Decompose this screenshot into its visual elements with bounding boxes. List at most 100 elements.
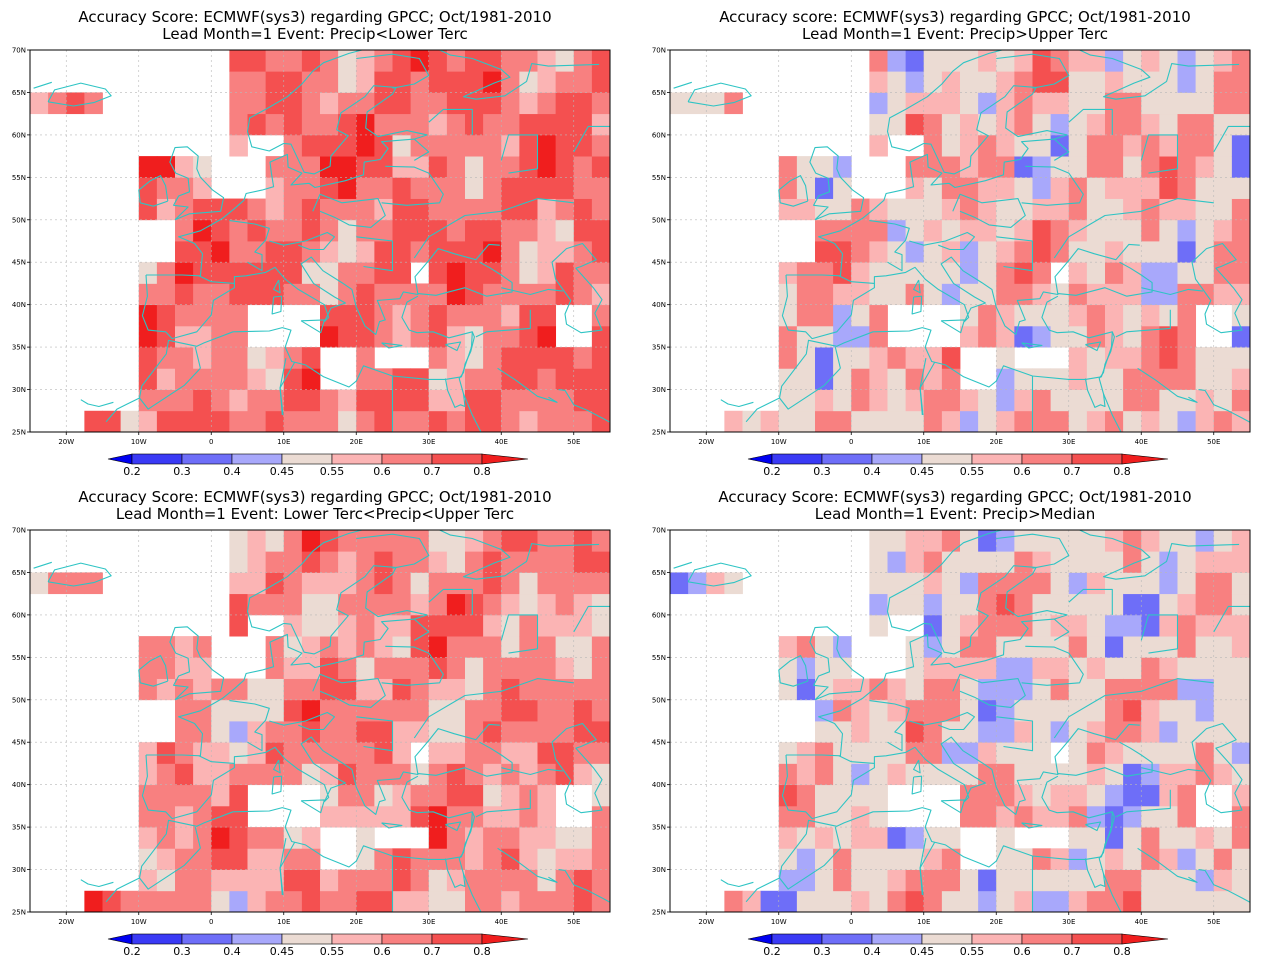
map-frame [669, 49, 1251, 433]
longitude-label: 50E [1207, 918, 1220, 926]
colorbar-label: 0.3 [813, 945, 831, 958]
colorbar-label: 0.8 [1113, 945, 1131, 958]
latitude-label: 70N [12, 527, 26, 535]
longitude-label: 20W [698, 438, 714, 446]
latitude-label: 65N [12, 569, 26, 577]
longitude-label: 40E [495, 918, 508, 926]
event-subtitle: Lead Month=1 Event: Lower Terc<Precip<Up… [116, 505, 514, 523]
map-frame [29, 49, 611, 433]
graticule [670, 50, 1250, 432]
colorbar-label: 0.45 [910, 945, 935, 958]
latitude-label: 60N [652, 611, 666, 619]
longitude-label: 30E [422, 438, 435, 446]
map-figure: Accuracy score: ECMWF(sys3) regarding GP… [652, 8, 1251, 478]
colorbar: 0.2 0.3 0.4 0.45 0.55 0.6 0.7 0.8 [107, 933, 529, 958]
colorbar: 0.2 0.3 0.4 0.45 0.55 0.6 0.7 0.8 [107, 453, 529, 478]
map-figure: Accuracy Score: ECMWF(sys3) regarding GP… [652, 488, 1251, 958]
colorbar-label: 0.8 [1113, 465, 1131, 478]
latitude-label: 55N [652, 654, 666, 662]
map-panel-upper-tercile: Accuracy score: ECMWF(sys3) regarding GP… [640, 0, 1280, 480]
latitude-label: 65N [652, 569, 666, 577]
colorbar-label: 0.3 [173, 945, 191, 958]
longitude-label: 20W [698, 918, 714, 926]
map-title: Accuracy score: ECMWF(sys3) regarding GP… [719, 8, 1191, 26]
coastlines [33, 50, 610, 432]
colorbar-label: 0.6 [373, 945, 391, 958]
colorbar-label: 0.6 [373, 465, 391, 478]
latitude-label: 45N [12, 739, 26, 747]
longitude-label: 30E [422, 918, 435, 926]
longitude-label: 10W [131, 918, 147, 926]
map-panel-middle-tercile: Accuracy Score: ECMWF(sys3) regarding GP… [0, 480, 640, 960]
latitude-label: 30N [652, 386, 666, 394]
colorbar-label: 0.7 [423, 465, 441, 478]
colorbar-label: 0.4 [863, 465, 881, 478]
latitude-label: 45N [12, 259, 26, 267]
map-title: Accuracy Score: ECMWF(sys3) regarding GP… [718, 488, 1191, 506]
latitude-label: 30N [12, 866, 26, 874]
colorbar-label: 0.2 [763, 465, 781, 478]
colorbar-label: 0.55 [320, 945, 345, 958]
longitude-label: 0 [849, 438, 853, 446]
longitude-label: 50E [1207, 438, 1220, 446]
longitude-label: 0 [209, 918, 213, 926]
latitude-label: 60N [12, 611, 26, 619]
longitude-label: 10E [917, 918, 930, 926]
colorbar-label: 0.2 [763, 945, 781, 958]
colorbar-label: 0.7 [1063, 465, 1081, 478]
latitude-label: 55N [12, 654, 26, 662]
colorbar-label: 0.2 [123, 465, 141, 478]
colorbar-label: 0.55 [960, 465, 985, 478]
longitude-label: 10W [771, 438, 787, 446]
latitude-label: 55N [652, 174, 666, 182]
accuracy-score-field [670, 50, 1251, 433]
latitude-label: 45N [652, 259, 666, 267]
coastlines [673, 50, 1250, 432]
accuracy-score-field [670, 530, 1251, 913]
latitude-label: 30N [652, 866, 666, 874]
latitude-label: 25N [652, 429, 666, 437]
longitude-label: 30E [1062, 918, 1075, 926]
latitude-label: 25N [652, 909, 666, 917]
colorbar-label: 0.55 [960, 945, 985, 958]
map-frame [669, 529, 1251, 913]
latitude-label: 70N [12, 47, 26, 55]
colorbar-label: 0.55 [320, 465, 345, 478]
colorbar-label: 0.45 [270, 945, 295, 958]
map-panel-above-median: Accuracy Score: ECMWF(sys3) regarding GP… [640, 480, 1280, 960]
event-subtitle: Lead Month=1 Event: Precip>Median [815, 505, 1095, 523]
longitude-label: 20E [350, 438, 363, 446]
latitude-label: 40N [12, 301, 26, 309]
latitude-label: 40N [652, 301, 666, 309]
colorbar-label: 0.6 [1013, 945, 1031, 958]
longitude-label: 20E [350, 918, 363, 926]
coastlines [673, 530, 1250, 912]
longitude-label: 10E [917, 438, 930, 446]
longitude-label: 40E [1135, 918, 1148, 926]
colorbar-label: 0.7 [423, 945, 441, 958]
longitude-label: 10W [771, 918, 787, 926]
latitude-label: 40N [12, 781, 26, 789]
latitude-label: 60N [652, 131, 666, 139]
map-title: Accuracy Score: ECMWF(sys3) regarding GP… [78, 8, 551, 26]
latitude-label: 25N [12, 909, 26, 917]
latitude-label: 50N [652, 216, 666, 224]
colorbar-label: 0.4 [223, 465, 241, 478]
longitude-label: 20E [990, 918, 1003, 926]
latitude-label: 65N [12, 89, 26, 97]
latitude-label: 35N [652, 344, 666, 352]
longitude-label: 30E [1062, 438, 1075, 446]
latitude-label: 55N [12, 174, 26, 182]
colorbar: 0.2 0.3 0.4 0.45 0.55 0.6 0.7 0.8 [747, 453, 1169, 478]
latitude-label: 50N [652, 696, 666, 704]
latitude-label: 65N [652, 89, 666, 97]
longitude-label: 40E [1135, 438, 1148, 446]
longitude-label: 20W [58, 918, 74, 926]
longitude-label: 50E [567, 918, 580, 926]
colorbar-label: 0.45 [910, 465, 935, 478]
latitude-label: 50N [12, 216, 26, 224]
longitude-label: 40E [495, 438, 508, 446]
latitude-label: 35N [12, 344, 26, 352]
map-frame [29, 529, 611, 913]
longitude-label: 50E [567, 438, 580, 446]
